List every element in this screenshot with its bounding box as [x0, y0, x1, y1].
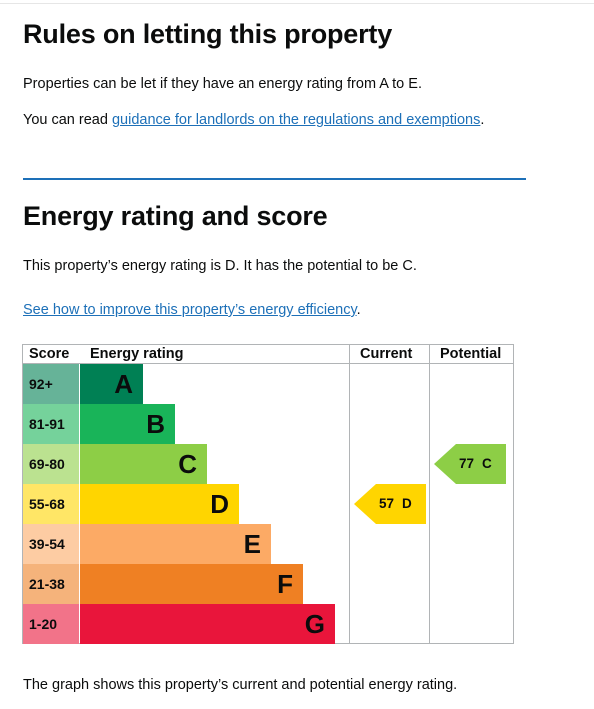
current-rating-score: 57	[379, 496, 395, 511]
rules-guidance-text: You can read guidance for landlords on t…	[23, 110, 484, 130]
rules-text: Properties can be let if they have an en…	[23, 76, 422, 92]
band-bar-a: A	[80, 364, 143, 404]
header-energy-rating: Energy rating	[90, 346, 184, 362]
band-bar-e: E	[80, 524, 271, 564]
band-bar-g: G	[80, 604, 335, 644]
improve-suffix: .	[356, 302, 361, 318]
band-score-b: 81-91	[23, 404, 79, 444]
band-bar-d: D	[80, 484, 239, 524]
current-rating-letter: D	[402, 496, 412, 511]
band-score-a: 92+	[23, 364, 79, 404]
rules-heading: Rules on letting this property	[23, 19, 393, 49]
header-potential: Potential	[440, 346, 502, 362]
top-divider	[0, 3, 594, 4]
improve-text: See how to improve this property’s energ…	[23, 300, 361, 320]
header-score: Score	[29, 346, 70, 362]
energy-rating-graph: Score Energy rating Current Potential 92…	[22, 344, 514, 644]
potential-column-divider	[429, 344, 430, 644]
header-current: Current	[360, 346, 413, 362]
band-score-e: 39-54	[23, 524, 79, 564]
energy-summary: This property’s energy rating is D. It h…	[23, 258, 417, 274]
band-score-g: 1-20	[23, 604, 79, 644]
current-rating-marker: 57 D	[354, 484, 426, 524]
improve-link[interactable]: See how to improve this property’s energ…	[23, 302, 357, 318]
guidance-link[interactable]: guidance for landlords on the regulation…	[111, 112, 481, 128]
band-score-c: 69-80	[23, 444, 79, 484]
header-divider	[22, 363, 514, 364]
section-divider	[23, 178, 526, 180]
guidance-suffix: .	[480, 112, 485, 128]
potential-rating-letter: C	[482, 456, 492, 471]
band-bar-c: C	[80, 444, 207, 484]
band-score-d: 55-68	[23, 484, 79, 524]
band-bar-b: B	[80, 404, 175, 444]
graph-footer-text: The graph shows this property’s current …	[23, 677, 458, 693]
band-score-f: 21-38	[23, 564, 79, 604]
potential-rating-score: 77	[459, 456, 475, 471]
band-bar-f: F	[80, 564, 303, 604]
current-column-divider	[349, 344, 350, 644]
energy-heading: Energy rating and score	[23, 201, 328, 231]
guidance-prefix: You can read	[23, 112, 112, 128]
